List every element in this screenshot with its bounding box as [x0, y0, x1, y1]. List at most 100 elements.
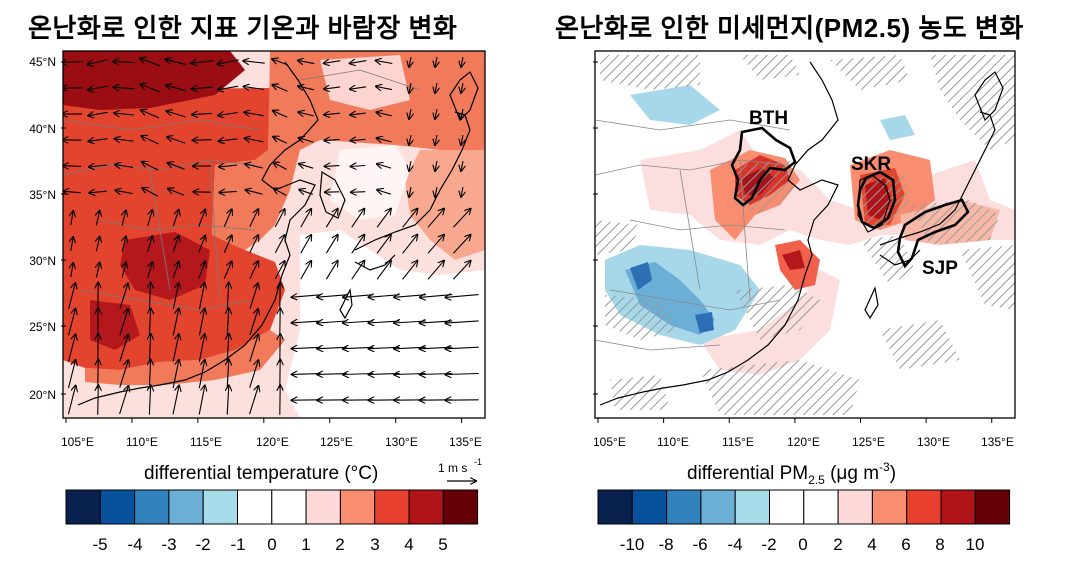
- wind-vector: [445, 295, 479, 298]
- lon-label-130: 130°E: [917, 435, 950, 449]
- wind-vector: [409, 82, 411, 93]
- temp-field-2-3-south: [85, 330, 285, 385]
- colorbar-swatch: [803, 489, 839, 525]
- wind-vector: [119, 360, 129, 388]
- colorbar-swatch: [339, 489, 376, 525]
- wind-vector: [299, 190, 313, 195]
- wind-vector: [167, 137, 186, 144]
- pm-field-blue-ne: [880, 115, 915, 140]
- wind-vector: [249, 261, 258, 280]
- lon-label-110: 110°E: [657, 435, 689, 449]
- wind-vector: [67, 360, 76, 389]
- wind-vector: [119, 309, 128, 336]
- wind-vector: [122, 210, 126, 226]
- wind-vector: [142, 162, 159, 171]
- cb-right-tick: -6: [692, 535, 707, 554]
- wind-vector: [113, 62, 135, 63]
- colorbar-swatch: [168, 489, 204, 525]
- wind-vector: [119, 283, 128, 309]
- wind-vector: [461, 134, 463, 145]
- wind-vector: [243, 61, 265, 63]
- pm-field-blue-dark2: [695, 312, 714, 333]
- wind-vector: [142, 188, 158, 197]
- wind-vector: [351, 166, 366, 167]
- wind-vector: [435, 160, 437, 171]
- colorbar-swatch: [906, 489, 942, 525]
- cb-left-tick: 3: [370, 535, 379, 554]
- wind-vector: [227, 308, 228, 336]
- right-axis-ticks: [593, 61, 993, 423]
- left-map-frame: [62, 50, 486, 419]
- wind-vector: [98, 385, 99, 415]
- wind-vector: [192, 87, 213, 89]
- skr-outline: [856, 170, 897, 230]
- wind-vector: [149, 283, 150, 310]
- wind-vector: [409, 108, 411, 119]
- sjp-outline: [896, 198, 970, 269]
- wind-vector: [409, 160, 411, 171]
- wind-vector: [402, 261, 418, 280]
- wind-vector: [198, 236, 205, 253]
- wind-vector: [88, 112, 108, 115]
- wind-vector: [427, 235, 444, 254]
- wind-vector: [292, 347, 321, 348]
- wind-vector: [244, 112, 264, 115]
- bth-outline: [730, 126, 797, 207]
- wind-vector: [249, 386, 259, 415]
- wind-vector: [376, 209, 391, 228]
- cb-right-tick: -4: [727, 535, 742, 554]
- wind-vector: [274, 209, 284, 228]
- wind-vector: [273, 111, 288, 118]
- wind-vector: [245, 138, 264, 142]
- wind-vector: [198, 334, 204, 362]
- reference-vector-label: 1 m s: [438, 461, 467, 475]
- wind-vector: [96, 211, 99, 226]
- wind-vector: [445, 374, 479, 375]
- wind-vector: [219, 139, 238, 141]
- wind-vector: [63, 166, 82, 167]
- region-label-bth: BTH: [749, 108, 788, 129]
- wind-vector: [435, 134, 437, 145]
- region-label-sjp: SJP: [922, 258, 958, 279]
- temp-field-2-3-central: [212, 150, 300, 250]
- colorbar-swatch: [734, 489, 771, 525]
- colorbar-swatch: [237, 489, 273, 525]
- wind-vector: [299, 164, 314, 168]
- wind-vector: [192, 113, 213, 114]
- cb-left-tick: 1: [301, 535, 310, 554]
- wind-vector: [324, 113, 340, 115]
- wind-vector: [71, 211, 73, 226]
- cb-left-tick: -2: [195, 535, 210, 554]
- colorbar-swatch: [974, 489, 1011, 525]
- right-admin-borders: [595, 119, 791, 351]
- wind-vector: [409, 134, 411, 145]
- cb-right-tick: 0: [798, 535, 807, 554]
- wind-vector: [141, 136, 159, 145]
- lat-label-45: 45°N: [29, 55, 56, 69]
- wind-vector: [461, 160, 463, 171]
- wind-vector: [149, 360, 150, 389]
- lon-label-105: 105°E: [61, 435, 94, 449]
- wind-vector: [172, 334, 179, 362]
- wind-vector: [198, 360, 204, 389]
- cb-right-tick: 2: [833, 535, 842, 554]
- wind-vector: [298, 86, 315, 90]
- wind-vector: [68, 283, 76, 310]
- right-map-frame: [594, 50, 1016, 419]
- wind-vector: [114, 87, 135, 89]
- wind-vector: [274, 261, 284, 280]
- colorbar-swatch: [631, 489, 668, 525]
- wind-vector: [227, 334, 229, 363]
- reference-vector-exponent: -1: [474, 457, 482, 467]
- wind-vector: [119, 386, 129, 415]
- wind-vector: [292, 321, 321, 323]
- wind-vector: [63, 191, 81, 192]
- wind-vectors: [63, 57, 479, 415]
- wind-vector: [198, 309, 204, 336]
- lat-label-35: 35°N: [29, 188, 56, 202]
- wind-vector: [272, 59, 288, 66]
- wind-vector: [273, 163, 287, 170]
- wind-vector: [193, 140, 212, 141]
- wind-vector: [198, 283, 205, 310]
